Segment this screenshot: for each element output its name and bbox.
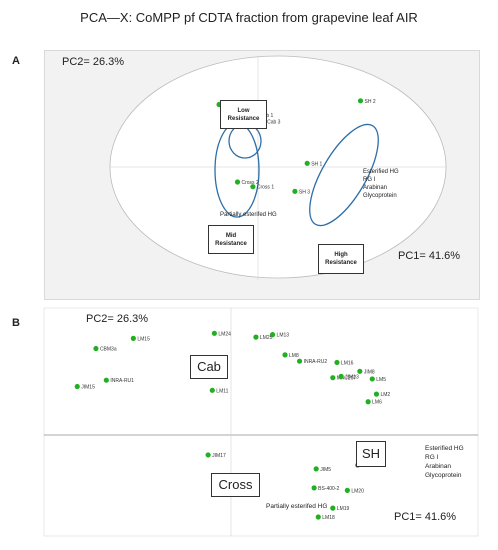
data-point [282, 352, 288, 358]
data-point-label: JIM15 [81, 385, 95, 391]
data-point [344, 487, 350, 493]
data-point-label: LM2 [380, 392, 390, 398]
note-line: Glycoprotein [363, 193, 397, 199]
data-point [311, 485, 317, 491]
data-point [93, 345, 99, 352]
panel-b-pc1-label: PC1= 41.6% [394, 511, 457, 523]
data-point [253, 334, 259, 340]
data-point-label: LM5 [376, 377, 386, 383]
note-line: Arabinan [363, 185, 388, 191]
cab-box: Cab [190, 355, 228, 379]
sh-group-ellipse [309, 123, 379, 227]
data-point [330, 375, 336, 381]
panel-b-pc2-label: PC2= 26.3% [86, 313, 149, 325]
data-point [365, 399, 371, 405]
data-point-label: LM15 [137, 336, 150, 342]
panel-b-letter: B [12, 317, 20, 329]
high-resistance-box: High Resistance [318, 244, 364, 274]
data-point [313, 466, 319, 472]
mid-resistance-box: Mid Resistance [208, 225, 254, 254]
figure-title: PCA—X: CoMPP pf CDTA fraction from grape… [80, 10, 418, 25]
cross-box: Cross [211, 473, 260, 497]
data-point [334, 359, 340, 366]
data-point [292, 188, 298, 194]
data-point [234, 179, 241, 185]
data-point-label: Cab 3 [267, 119, 281, 125]
data-point-label: JIM17 [212, 453, 226, 459]
panel-a-pc2-label: PC2= 26.3% [62, 56, 125, 68]
note-line: RG I [363, 177, 376, 183]
data-point-label: JIM8 [364, 369, 375, 375]
data-point-label: Cross 2 [242, 180, 259, 186]
data-point-label: INRA-RU2 [304, 359, 328, 365]
note-line: Esterified HG [363, 169, 399, 175]
data-point [373, 391, 380, 397]
data-point [209, 387, 215, 393]
data-point-label: LM6 [372, 400, 382, 406]
data-point-label: LM11 [216, 388, 228, 394]
data-point-label: SH 2 [365, 99, 376, 105]
data-point [338, 373, 344, 379]
data-point [296, 358, 303, 364]
data-point [250, 184, 256, 190]
data-point-label: LM24 [218, 331, 231, 337]
data-point [330, 505, 336, 511]
note-line: Arabinan [425, 463, 452, 470]
data-point [357, 98, 364, 104]
mid-resistance-line1: Mid [225, 232, 237, 239]
panel-a-glyco-note: Esterified HG RG I Arabinan Glycoprotein [363, 168, 399, 200]
data-point [304, 160, 310, 166]
high-resistance-line1: High [334, 252, 348, 258]
mid-resistance-line2: Resistance [215, 240, 247, 247]
note-line: Esterified HG [425, 445, 464, 452]
data-point [130, 335, 136, 341]
data-point [74, 383, 80, 390]
data-point [369, 376, 375, 382]
data-point-label: LM19 [337, 506, 350, 512]
data-point-label: CBM3a [100, 347, 117, 353]
low-resistance-box: Low Resistance [220, 100, 267, 129]
panel-b-glyco-note: Esterified HG RG I Arabinan Glycoprotein [425, 444, 464, 480]
data-point-label: INRA-RU1 [110, 378, 134, 384]
panel-a-pc1-label: PC1= 41.6% [398, 250, 461, 262]
sh-box: SH [356, 441, 386, 467]
high-resistance-line2: Resistance [325, 260, 357, 266]
panel-a-partial-note: Partially esterifed HG [220, 212, 277, 218]
data-point-label: JIM13 [345, 374, 359, 380]
data-point-label: LM8 [289, 353, 299, 359]
data-point-label: BS-400-2 [318, 486, 339, 492]
low-resistance-line2: Resistance [227, 115, 260, 122]
data-point-label: LM18 [322, 515, 335, 521]
data-point-label: LM16 [341, 360, 354, 366]
data-point-label: LM25 [260, 335, 273, 341]
data-point-label: LM13 [277, 333, 290, 339]
note-line: RG I [425, 454, 439, 461]
panel-b-frame [43, 307, 479, 537]
data-point-label: SH 3 [299, 189, 310, 195]
low-resistance-line1: Low [237, 107, 250, 114]
data-point [211, 330, 217, 336]
panel-a-letter: A [12, 55, 20, 67]
data-point-label: Cross 1 [257, 185, 274, 191]
data-point-label: SH 1 [311, 161, 322, 167]
data-point [357, 368, 363, 374]
data-point-label: LM20 [351, 488, 364, 494]
data-point-label: MAC207 [337, 376, 357, 382]
data-point-label: JIM5 [320, 467, 331, 473]
note-line: Glycoprotein [425, 472, 462, 479]
panel-b-partial-note: Partially esterifed HG [266, 503, 328, 510]
data-point [103, 377, 109, 383]
data-point [269, 332, 276, 338]
data-point [205, 452, 211, 458]
data-point [315, 514, 321, 520]
